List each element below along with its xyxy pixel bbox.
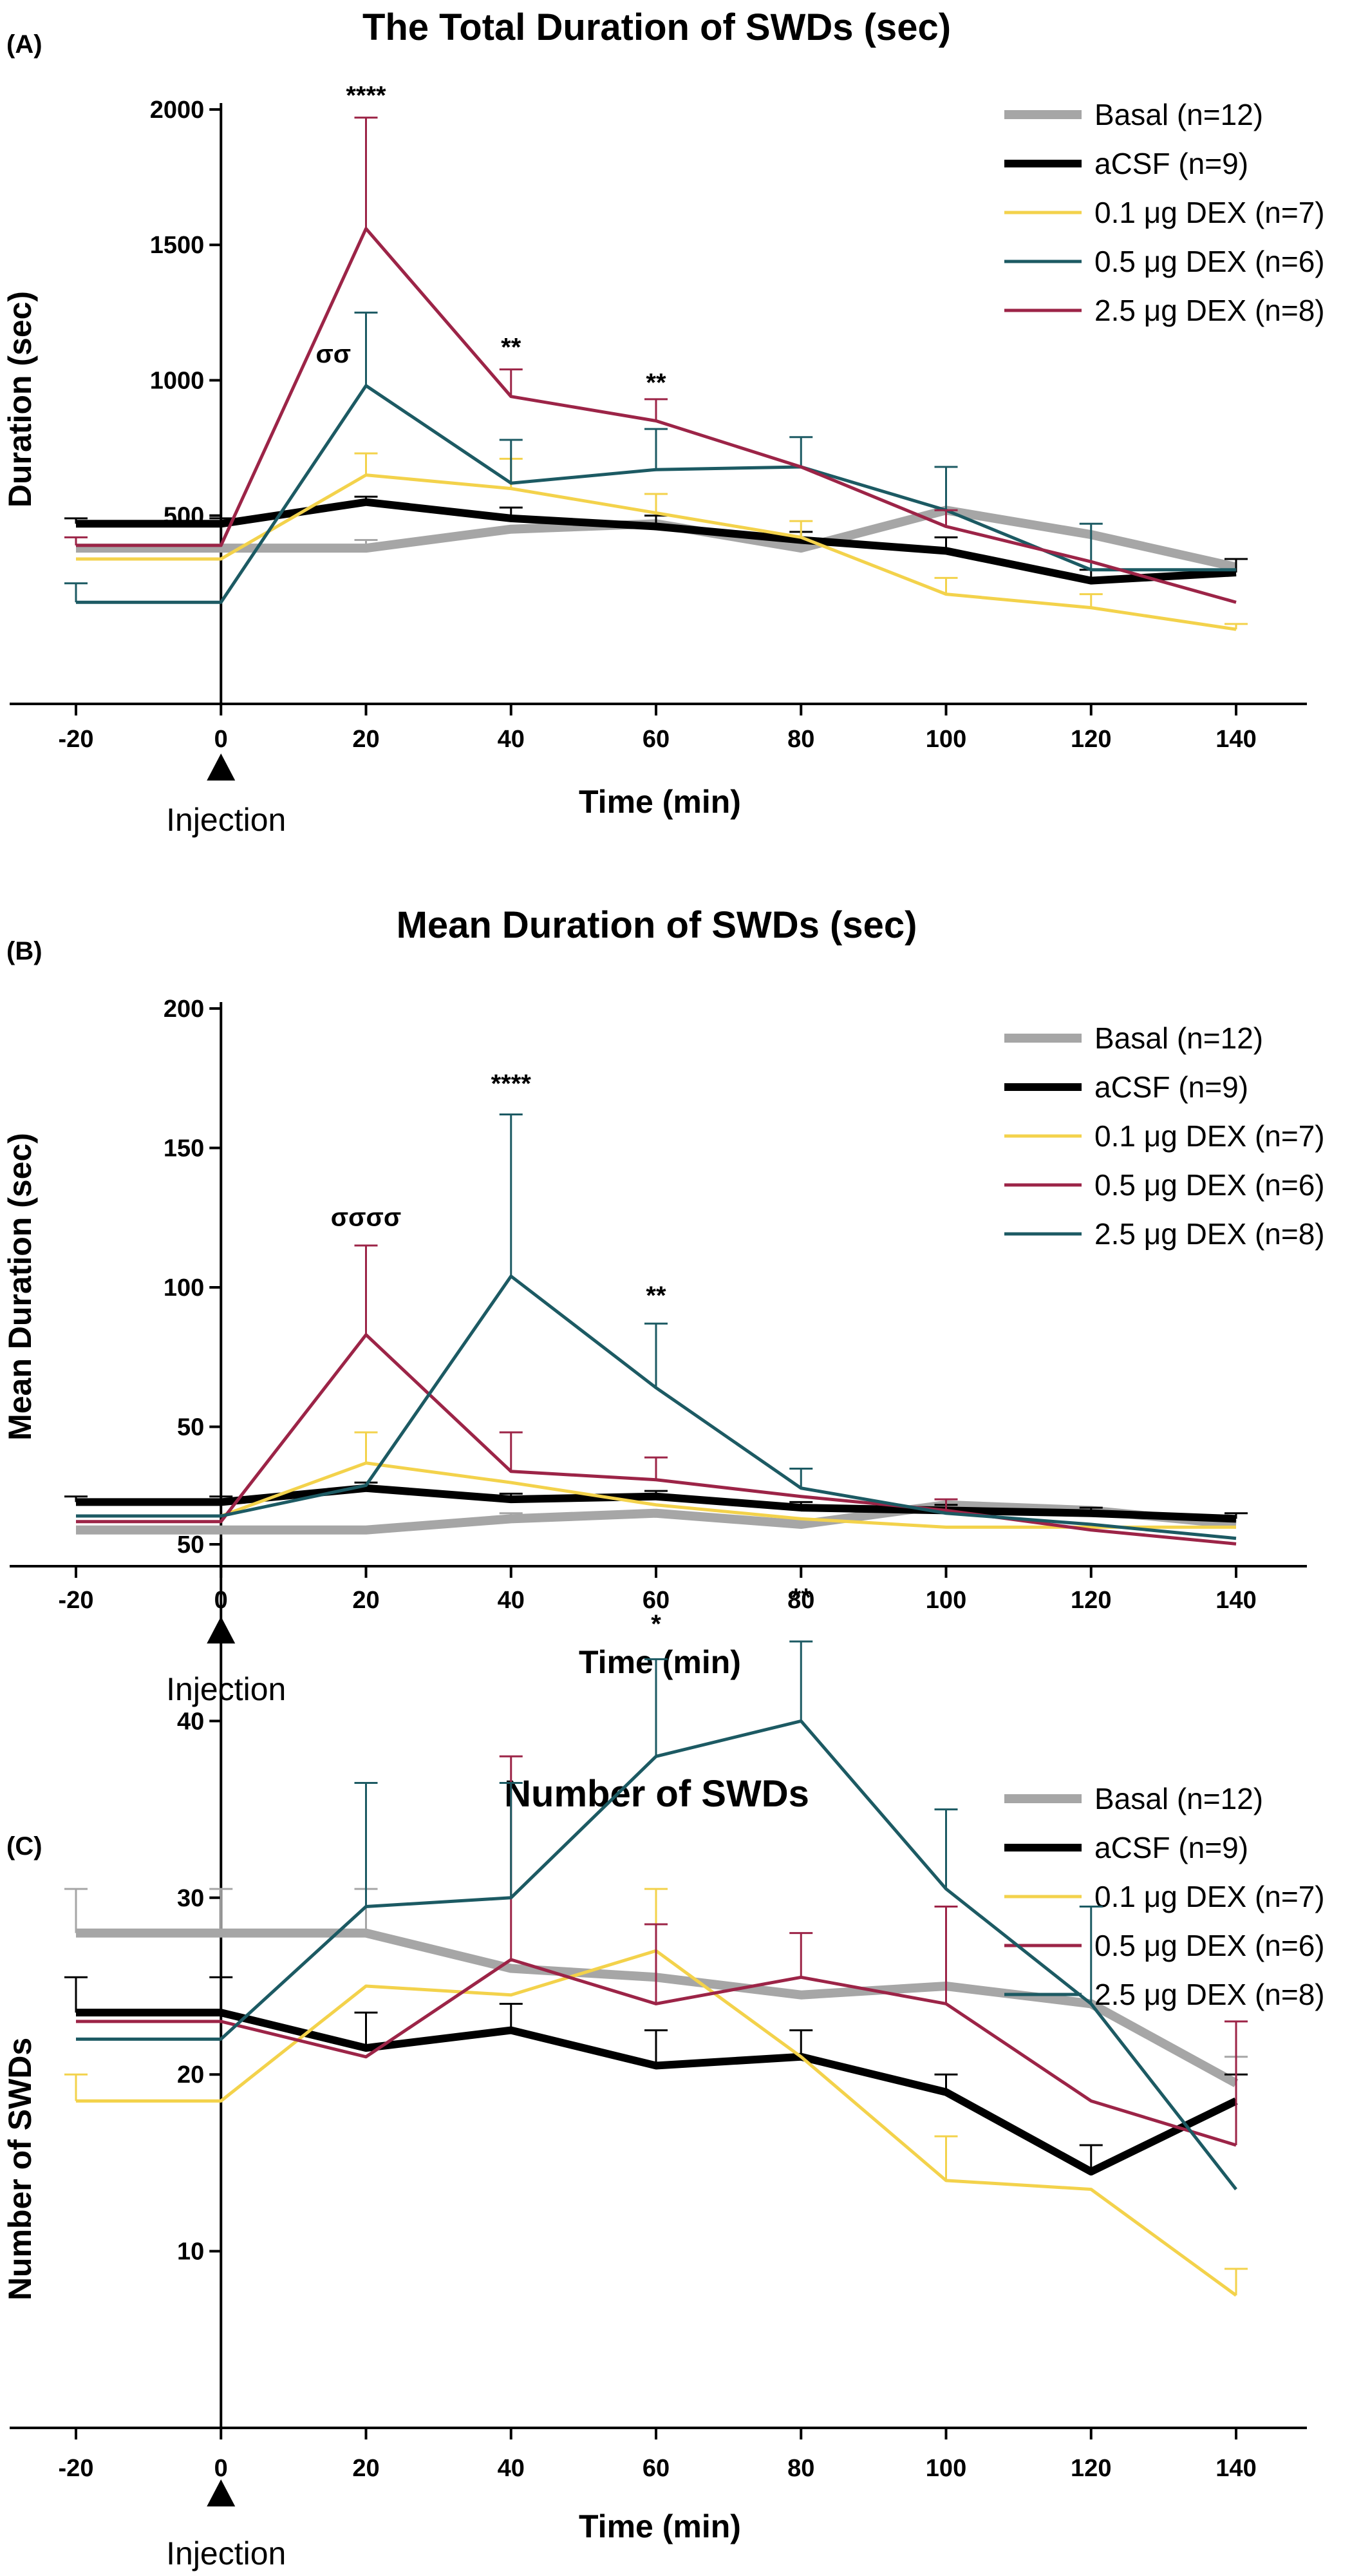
x-tick-label: 0: [214, 2455, 228, 2482]
x-tick-label: 40: [498, 2455, 525, 2482]
x-tick-label: 80: [787, 726, 814, 753]
legend-label: 2.5 μg DEX (n=8): [1094, 1978, 1325, 2011]
y-tick-label: 200: [164, 996, 204, 1023]
series-5: [64, 117, 1237, 604]
series-5: [75, 1640, 1237, 2191]
legend-label: aCSF (n=9): [1094, 147, 1248, 180]
x-tick-label: 60: [643, 1587, 670, 1614]
significance-annotation: *: [651, 1610, 661, 1638]
legend-label: aCSF (n=9): [1094, 1831, 1248, 1864]
y-axis-title: Mean Duration (sec): [2, 1133, 38, 1441]
legend-label: 0.1 μg DEX (n=7): [1094, 196, 1325, 229]
significance-annotation: **: [501, 334, 521, 362]
x-tick-label: 40: [498, 726, 525, 753]
x-tick-label: 20: [352, 2455, 379, 2482]
series-2: [64, 1976, 1248, 2176]
x-tick-label: 40: [498, 1587, 525, 1614]
chart-panel-2: Mean Duration of SWDs (sec)(B)-200204060…: [2, 904, 1325, 1707]
x-tick-label: 120: [1071, 2455, 1111, 2482]
chart-panel-1: The Total Duration of SWDs (sec) (A) -20 0 2…: [2, 6, 1325, 838]
chart-panel-3: Number of SWDs (C) -20 0 20 40 60 80 100 120 140 10…: [2, 1531, 1325, 2571]
y-tick-label: 50: [177, 1414, 204, 1441]
injection-label: Injection: [166, 2535, 286, 2571]
y-tick-label: 100: [164, 1274, 204, 1302]
significance-annotation: σσ: [315, 340, 351, 368]
significance-annotation: **: [646, 368, 666, 397]
legend-label: 0.1 μg DEX (n=7): [1094, 1880, 1325, 1913]
panel-letter: (B): [6, 937, 42, 965]
x-tick-label: 60: [643, 726, 670, 753]
injection-arrow-icon: [207, 2479, 236, 2506]
x-tick-label: 60: [643, 2455, 670, 2482]
panel-title: The Total Duration of SWDs (sec): [362, 6, 951, 48]
injection-arrow-icon: [207, 753, 236, 781]
legend-label: 2.5 μg DEX (n=8): [1094, 294, 1325, 327]
injection-label: Injection: [166, 802, 286, 838]
y-tick-label: 40: [177, 1708, 204, 1735]
significance-annotation: **: [646, 1282, 666, 1310]
x-tick-label: 100: [926, 726, 966, 753]
legend-label: Basal (n=12): [1094, 1021, 1263, 1055]
legend-label: Basal (n=12): [1094, 98, 1263, 131]
x-tick-label: 80: [787, 2455, 814, 2482]
series-4: [64, 311, 1237, 604]
series-5: [75, 1113, 1237, 1540]
x-axis-title: Time (min): [579, 784, 741, 820]
legend-label: 2.5 μg DEX (n=8): [1094, 1217, 1325, 1251]
x-tick-label: 20: [352, 1587, 379, 1614]
series-3: [75, 1431, 1237, 1529]
y-tick-label: 10: [177, 2239, 204, 2266]
x-tick-label: 100: [926, 2455, 966, 2482]
y-tick-label: 2000: [150, 97, 205, 124]
significance-annotation: σσσσ: [331, 1204, 401, 1232]
injection-label: Injection: [166, 1671, 286, 1707]
x-tick-label: -20: [59, 726, 94, 753]
y-axis-title: Number of SWDs: [2, 2038, 38, 2300]
panel-letter: (A): [6, 30, 42, 59]
y-tick-label: 1500: [150, 232, 205, 259]
y-tick-label: 20: [177, 2061, 204, 2088]
x-tick-label: 140: [1215, 726, 1256, 753]
significance-annotation: ****: [346, 82, 386, 110]
significance-annotation: ****: [491, 1070, 532, 1098]
series-4: [75, 1244, 1237, 1546]
x-tick-label: 100: [926, 1587, 966, 1614]
panel-letter: (C): [6, 1832, 42, 1861]
x-axis-title: Time (min): [579, 1644, 741, 1680]
x-tick-label: 0: [214, 726, 228, 753]
panel-title: Number of SWDs: [504, 1773, 809, 1815]
legend-label: aCSF (n=9): [1094, 1070, 1248, 1104]
x-tick-label: 120: [1071, 726, 1111, 753]
x-tick-label: 140: [1215, 2455, 1256, 2482]
y-tick-label: 50: [177, 1531, 204, 1558]
legend-label: 0.5 μg DEX (n=6): [1094, 1168, 1325, 1202]
x-tick-label: -20: [59, 2455, 94, 2482]
legend-label: 0.1 μg DEX (n=7): [1094, 1119, 1325, 1153]
y-tick-label: 1000: [150, 367, 205, 394]
x-tick-label: -20: [59, 1587, 94, 1614]
y-axis-title: Duration (sec): [2, 291, 38, 507]
y-tick-label: 150: [164, 1135, 204, 1162]
panel-title: Mean Duration of SWDs (sec): [397, 904, 917, 946]
x-tick-label: 80: [787, 1587, 814, 1614]
legend-label: 0.5 μg DEX (n=6): [1094, 1929, 1325, 1962]
y-tick-label: 30: [177, 1885, 204, 1912]
significance-annotation: **: [791, 1584, 812, 1612]
x-axis-title: Time (min): [579, 2508, 741, 2544]
x-tick-label: 20: [352, 726, 379, 753]
legend-label: 0.5 μg DEX (n=6): [1094, 245, 1325, 278]
x-tick-label: 120: [1071, 1587, 1111, 1614]
x-tick-label: 140: [1215, 1587, 1256, 1614]
legend-label: Basal (n=12): [1094, 1782, 1263, 1815]
